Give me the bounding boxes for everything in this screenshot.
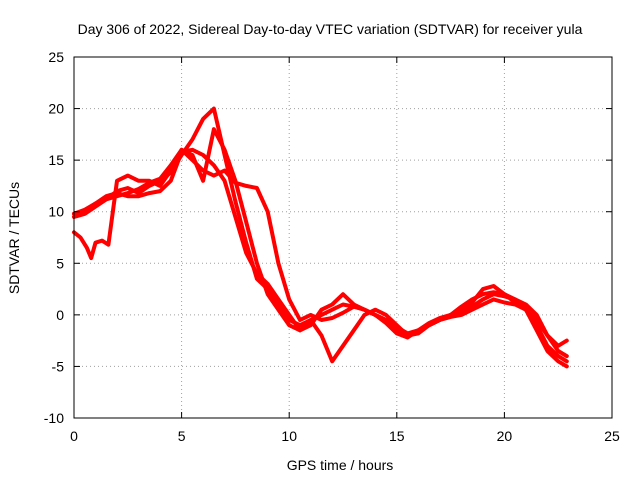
- plot-frame: [73, 56, 613, 419]
- x-tick-label: 15: [389, 428, 405, 444]
- y-tick-label: 5: [56, 255, 64, 271]
- y-tick-label: 10: [48, 204, 64, 220]
- y-tick-labels: -10 -5 0 5 10 15 20 25: [44, 49, 64, 426]
- chart-title: Day 306 of 2022, Sidereal Day-to-day VTE…: [78, 21, 583, 37]
- y-tick-label: 25: [48, 49, 64, 65]
- x-tick-label: 0: [70, 428, 78, 444]
- x-tick-labels: 0 5 10 15 20 25: [70, 428, 620, 444]
- y-axis-title: SDTVAR / TECUs: [6, 182, 22, 294]
- axis-ticks: [73, 56, 613, 419]
- y-tick-label: -10: [44, 410, 64, 426]
- series-line-track-3: [72, 147, 569, 348]
- x-tick-label: 25: [604, 428, 620, 444]
- series-line-track-4: [72, 147, 569, 359]
- y-tick-label: 0: [56, 307, 64, 323]
- series-line-track-2: [72, 127, 569, 369]
- x-tick-label: 5: [178, 428, 186, 444]
- series-line-track-1: [72, 106, 569, 364]
- x-tick-label: 20: [497, 428, 513, 444]
- series-group: [72, 106, 569, 369]
- x-tick-label: 10: [281, 428, 297, 444]
- grid: [74, 57, 612, 418]
- y-tick-label: 15: [48, 152, 64, 168]
- x-axis-title: GPS time / hours: [287, 457, 394, 473]
- y-tick-label: -5: [52, 358, 65, 374]
- y-tick-label: 20: [48, 101, 64, 117]
